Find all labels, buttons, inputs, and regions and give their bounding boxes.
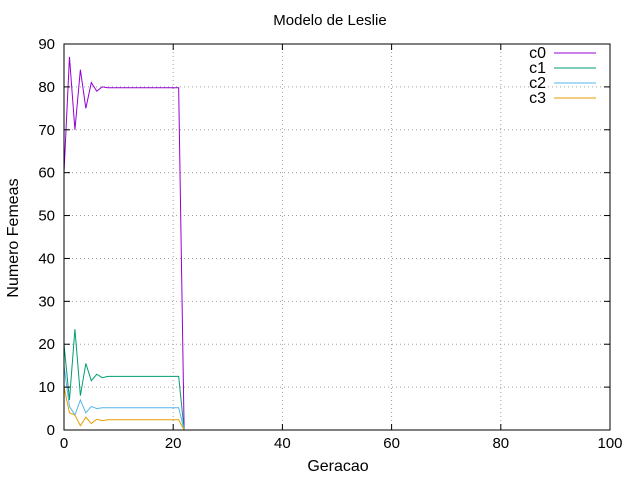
series-lines — [63, 56, 185, 431]
x-tick-label: 60 — [383, 435, 400, 452]
y-tick-label: 80 — [38, 79, 55, 96]
y-tick-labels: 0 10 20 30 40 50 60 70 80 90 — [38, 36, 55, 439]
y-tick-label: 60 — [38, 165, 55, 182]
x-tick-label: 20 — [165, 435, 182, 452]
legend-label-c1: c1 — [529, 60, 546, 77]
x-tick-label: 40 — [274, 435, 291, 452]
chart-title: Modelo de Leslie — [273, 12, 386, 29]
legend-label-c2: c2 — [529, 75, 546, 92]
x-axis-label: Geracao — [307, 458, 368, 475]
y-tick-label: 70 — [38, 122, 55, 139]
y-tick-label: 40 — [38, 250, 55, 267]
grid-lines — [64, 44, 610, 430]
x-tick-label: 0 — [60, 435, 68, 452]
x-tick-label: 80 — [492, 435, 509, 452]
x-tick-label: 100 — [597, 435, 622, 452]
y-axis-label: Numero Femeas — [5, 178, 22, 297]
y-tick-label: 0 — [47, 422, 55, 439]
series-line-c3 — [63, 387, 185, 431]
legend-label-c3: c3 — [529, 90, 546, 107]
y-tick-label: 20 — [38, 336, 55, 353]
series-line-c0 — [63, 56, 185, 431]
y-tick-label: 30 — [38, 293, 55, 310]
y-tick-label: 10 — [38, 379, 55, 396]
series-line-c1 — [63, 329, 185, 431]
x-tick-labels: 0 20 40 60 80 100 — [60, 435, 623, 452]
legend-label-c0: c0 — [529, 45, 546, 62]
series-line-c2 — [63, 365, 185, 431]
plot-frame — [63, 43, 611, 431]
y-tick-label: 90 — [38, 36, 55, 53]
y-tick-label: 50 — [38, 208, 55, 225]
axis-ticks — [63, 43, 611, 431]
